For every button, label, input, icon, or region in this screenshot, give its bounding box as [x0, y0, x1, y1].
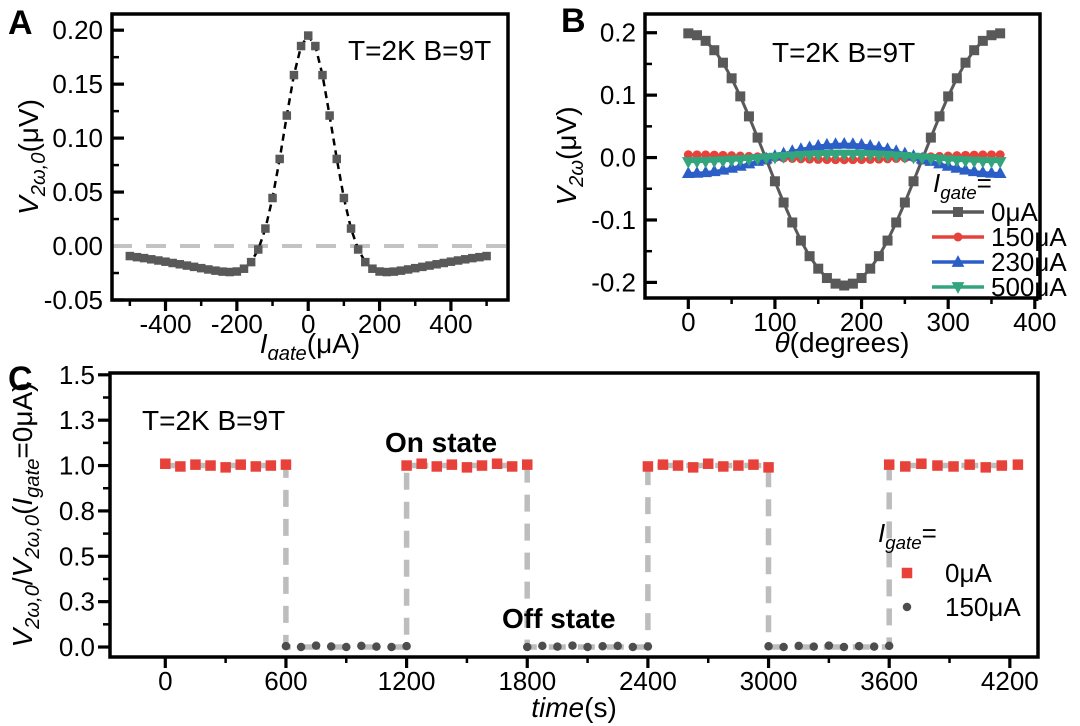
series-0ua-on-state- [160, 458, 1024, 473]
axis-ticks: 0 100 200 300 400 -0.2 -0.1 0.0 0.1 0.2 [591, 18, 1056, 337]
panel-a-chart: -400 -200 0 200 400 -0.05 0.00 0.05 0.10 0.15 0.20… [13, 12, 510, 360]
legend-item-label: 150μA [945, 592, 1021, 622]
y-tick-label: 0.15 [52, 69, 103, 99]
x-tick-label: 0 [158, 666, 172, 696]
y-tick-label: -0.1 [591, 205, 636, 235]
x-tick-label: 400 [429, 309, 472, 339]
series-500ua [681, 149, 1007, 169]
legend-item-label: 150μA [991, 222, 1067, 252]
y-tick-label: 0.3 [59, 587, 95, 617]
annotation: T=2K B=9T [348, 35, 491, 66]
y-tick-label: 0.8 [59, 496, 95, 526]
panel-c-chart: 0 600 1200 1800 2400 3000 3600 4200 0.0 0.3 0.5 0.8… [7, 360, 1040, 723]
y-tick-label: 1.0 [59, 451, 95, 481]
y-tick-label: 0.00 [52, 231, 103, 261]
x-tick-label: -400 [139, 309, 191, 339]
x-tick-label: 600 [264, 666, 307, 696]
legend-item-label: 230μA [991, 247, 1067, 277]
annotation: Off state [502, 603, 616, 634]
legend-item-label: 500μA [991, 272, 1067, 302]
plot-frame [108, 371, 1040, 659]
panel-label-c: C [8, 360, 33, 398]
y-tick-label: 0.0 [600, 143, 636, 173]
x-tick-label: 400 [1013, 307, 1056, 337]
axis-ticks: -400 -200 0 200 400 -0.05 0.00 0.05 0.10 0.15 0.20 [44, 15, 488, 339]
panel-b-chart: 0 100 200 300 400 -0.2 -0.1 0.0 0.1 0.2 T=2K B=9T I… [551, 12, 1067, 358]
x-axis-label: time(s) [531, 692, 617, 723]
x-tick-label: 200 [840, 307, 883, 337]
y-tick-label: -0.2 [591, 267, 636, 297]
series-v-2w-0-vs-i-gate [125, 31, 491, 277]
x-tick-label: 3600 [860, 666, 918, 696]
axis-ticks: 0 600 1200 1800 2400 3000 3600 4200 0.0 0.3 0.5 0.8… [59, 360, 1039, 696]
y-tick-label: 0.1 [600, 80, 636, 110]
y-tick-label: 0.0 [59, 632, 95, 662]
x-tick-label: 100 [753, 307, 796, 337]
y-tick-label: 0.10 [52, 123, 103, 153]
x-axis-label: θ(degrees) [774, 327, 909, 358]
x-tick-label: 2400 [619, 666, 677, 696]
plot-frame [643, 12, 1042, 300]
x-tick-label: 4200 [981, 666, 1039, 696]
x-tick-label: 1800 [498, 666, 556, 696]
x-tick-label: -200 [211, 309, 263, 339]
y-axis-label: V2ω,0/V2ω,0(Igate=0μA) [7, 383, 44, 648]
y-tick-label: 1.5 [59, 360, 95, 390]
series-0ua [683, 28, 1006, 291]
panel-label-b: B [561, 2, 586, 40]
x-tick-label: 200 [358, 309, 401, 339]
x-tick-label: 3000 [740, 666, 798, 696]
legend-header: Igate= [933, 168, 992, 203]
y-tick-label: 0.2 [600, 18, 636, 48]
x-tick-label: 0 [681, 307, 695, 337]
x-axis-label: Igate(μA) [260, 328, 360, 360]
legend: Igate= 0μA 150μA [878, 518, 1021, 622]
legend-item-label: 0μA [945, 558, 992, 588]
y-tick-label: 0.5 [59, 541, 95, 571]
legend-header: Igate= [878, 518, 937, 553]
y-tick-label: 0.05 [52, 177, 103, 207]
legend-item-label: 0μA [991, 197, 1038, 227]
x-tick-label: 0 [301, 309, 315, 339]
y-tick-label: -0.05 [44, 285, 103, 315]
y-axis-label: V2ω(μV) [551, 106, 588, 205]
annotation: On state [385, 427, 497, 458]
y-tick-label: 1.3 [59, 405, 95, 435]
y-axis-label: V2ω,0(μV) [13, 99, 50, 215]
y-tick-label: 0.20 [52, 15, 103, 45]
plot-frame [110, 12, 510, 302]
series-150ua-off-state- [281, 641, 894, 652]
x-tick-label: 1200 [378, 666, 436, 696]
panel-label-a: A [8, 4, 33, 42]
x-tick-label: 300 [926, 307, 969, 337]
annotation: T=2K B=9T [772, 37, 915, 68]
annotation: T=2K B=9T [142, 405, 285, 436]
